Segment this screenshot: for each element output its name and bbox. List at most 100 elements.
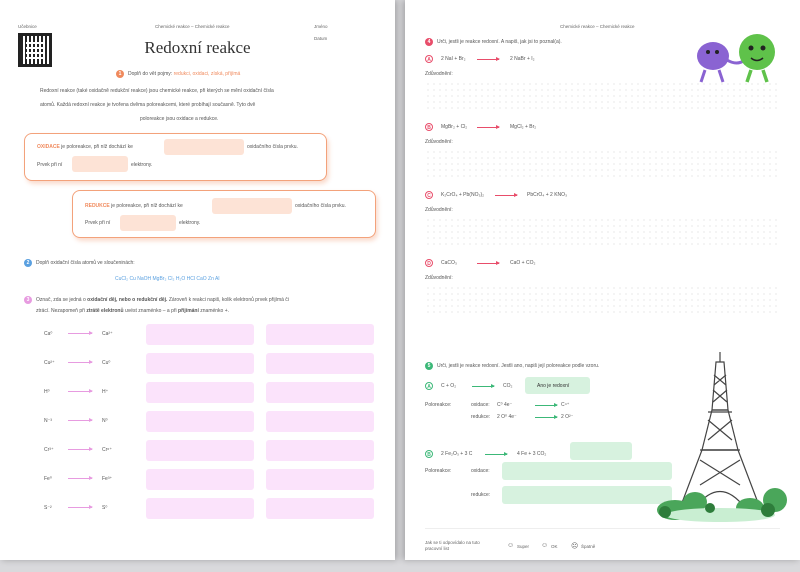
q5-b-badge: B <box>425 450 433 458</box>
name-label: Jméno <box>314 24 328 29</box>
q4-item-rhs: 2 NaBr + I₂ <box>510 56 535 62</box>
q4-item-badge: A <box>425 55 433 63</box>
oxidation-card: OXIDACE je poloreakce, při níž dochází k… <box>24 133 327 181</box>
q1-paragraph-3: poloreakce jsou oxidace a redukce. <box>140 116 219 122</box>
q5-b-answer-box[interactable] <box>570 442 632 460</box>
qr-code-icon[interactable] <box>18 33 52 67</box>
footer-divider <box>425 528 780 529</box>
q5-ox-rhs: C⁴⁺ <box>561 402 570 408</box>
reduction-line-2: Prvek při ní <box>85 220 111 226</box>
oxidation-line-2: Prvek při ní <box>37 162 63 168</box>
date-label: Datum <box>314 36 328 41</box>
q5-b-red-box[interactable] <box>502 486 672 504</box>
q1-paragraph-1: Redoxní reakce (také oxidačně redukční r… <box>40 88 274 94</box>
page-title: Redoxní reakce <box>144 38 251 57</box>
q3-row-right: Ca²⁺ <box>102 331 113 337</box>
q4-item-writing-area[interactable] <box>425 285 780 313</box>
q3-row-answer-1[interactable] <box>146 382 254 403</box>
q3-row-right: Fe³⁺ <box>102 476 113 482</box>
q3-row-answer-1[interactable] <box>146 440 254 461</box>
question-5-badge: 5 <box>425 362 433 370</box>
q4-item-writing-area[interactable] <box>425 149 780 177</box>
q3-row-arrow-icon <box>68 476 93 480</box>
q3-row-right: Cu⁰ <box>102 360 111 366</box>
reduction-card: REDUKCE je poloreakce, při níž dochází k… <box>72 190 376 238</box>
q3-row-right: S⁰ <box>102 505 108 511</box>
q2-prompt: Doplň oxidační čísla atomů ve sloučeniná… <box>36 260 135 266</box>
oxidation-line-2b: elektrony. <box>131 162 153 168</box>
q3-row-left: N⁻³ <box>44 418 52 424</box>
q5-a-lhs: C + O₂ <box>441 383 457 389</box>
q5-a-arrow-icon <box>472 384 495 388</box>
q3-line-1: Označ, zda se jedná o oxidační děj, nebo… <box>36 297 289 303</box>
q4-item-lhs: MgBr₂ + Cl₂ <box>441 124 468 130</box>
q5-a-answer-box: Ano je redoxní <box>525 377 590 394</box>
q5-red-lhs: 2 O⁰ 4e⁻ <box>497 414 517 420</box>
q3-row-answer-1[interactable] <box>146 411 254 432</box>
q1-prompt: Doplň do vět pojmy: redukci, oxidaci, zí… <box>128 71 241 77</box>
oxidation-blank-1[interactable] <box>164 139 244 155</box>
q4-prompt: Urči, jestli je reakce redoxní. A napiš,… <box>437 39 562 45</box>
super-icon[interactable]: ☺ <box>507 542 515 549</box>
q3-row-arrow-icon <box>68 331 93 335</box>
bad-icon[interactable]: ☹ <box>571 543 579 550</box>
question-3-badge: 3 <box>24 296 32 304</box>
q3-row-arrow-icon <box>68 505 93 509</box>
ok-icon[interactable]: ☺ <box>541 542 549 549</box>
q3-row-left: Ca⁰ <box>44 331 53 337</box>
q3-row-arrow-icon <box>68 360 93 364</box>
footer-opt-2: OK <box>551 544 558 549</box>
top-left-label: Učebnice <box>18 24 37 29</box>
q5-poloreakce-label: Poloreakce: <box>425 402 452 408</box>
q5-b-arrow-icon <box>485 452 508 456</box>
q5-a-rhs: CO₂ <box>503 383 513 389</box>
q4-item-writing-area[interactable] <box>425 81 780 113</box>
q4-item-reason-label: Zdůvodnění: <box>425 71 453 77</box>
q3-row-arrow-icon <box>68 418 93 422</box>
q5-ox-lhs: C⁰ 4e⁻ <box>497 402 513 408</box>
q5-red-rhs: 2 O²⁻ <box>561 414 574 420</box>
q4-item-reason-label: Zdůvodnění: <box>425 207 453 213</box>
q5-ox-label: oxidace: <box>471 402 490 408</box>
q3-row-answer-2[interactable] <box>266 469 374 490</box>
q3-row-answer-2[interactable] <box>266 440 374 461</box>
q3-line-2: ztrácí. Nezapomeň při ztrátě elektronů u… <box>36 308 230 314</box>
right-page: Chemické reakce – Chemické reakce 4 Urči… <box>405 0 800 560</box>
cartoon-characters-icon <box>697 34 775 83</box>
question-2-badge: 2 <box>24 259 32 267</box>
q4-item-reason-label: Zdůvodnění: <box>425 275 453 281</box>
right-page-header: Chemické reakce – Chemické reakce <box>560 24 635 29</box>
reduction-line-1: REDUKCE je poloreakce, při níž dochází k… <box>85 203 183 209</box>
q4-item-badge: B <box>425 123 433 131</box>
q3-row-answer-2[interactable] <box>266 498 374 519</box>
q4-item-rhs: MgCl₂ + Br₂ <box>510 124 537 130</box>
page-header: Chemické reakce – Chemické reakce <box>155 24 230 29</box>
q3-row-arrow-icon <box>68 389 93 393</box>
q1-paragraph-2: atomů. Každá redoxní reakce je tvořena d… <box>40 102 256 108</box>
q3-row-answer-1[interactable] <box>146 324 254 345</box>
q5-a-answer: Ano je redoxní <box>537 383 570 389</box>
q4-item-badge: C <box>425 191 433 199</box>
q3-row-left: Fe⁰ <box>44 476 52 482</box>
q4-item-lhs: 2 NaI + Br₂ <box>441 56 466 62</box>
q5-a-badge: A <box>425 382 433 390</box>
q3-row-answer-2[interactable] <box>266 411 374 432</box>
q5-b-ox-label: oxidace: <box>471 468 490 474</box>
reduction-blank-2[interactable] <box>120 215 176 231</box>
q3-row-answer-1[interactable] <box>146 353 254 374</box>
q4-item-lhs: K₂CrO₄ + Pb(NO₃)₂ <box>441 192 485 198</box>
q3-row-left: H⁰ <box>44 389 50 395</box>
q3-row-answer-2[interactable] <box>266 324 374 345</box>
q3-row-answer-1[interactable] <box>146 498 254 519</box>
q4-item-reason-label: Zdůvodnění: <box>425 139 453 145</box>
q4-item-arrow-icon <box>477 261 500 265</box>
q5-red-label: redukce: <box>471 414 491 420</box>
q5-b-ox-box[interactable] <box>502 462 672 480</box>
reduction-blank-1[interactable] <box>212 198 292 214</box>
oxidation-blank-2[interactable] <box>72 156 128 172</box>
q5-b-lhs: 2 Fe₂O₃ + 3 C <box>441 451 473 457</box>
q3-row-answer-1[interactable] <box>146 469 254 490</box>
q3-row-answer-2[interactable] <box>266 382 374 403</box>
q3-row-answer-2[interactable] <box>266 353 374 374</box>
q4-item-writing-area[interactable] <box>425 217 780 245</box>
